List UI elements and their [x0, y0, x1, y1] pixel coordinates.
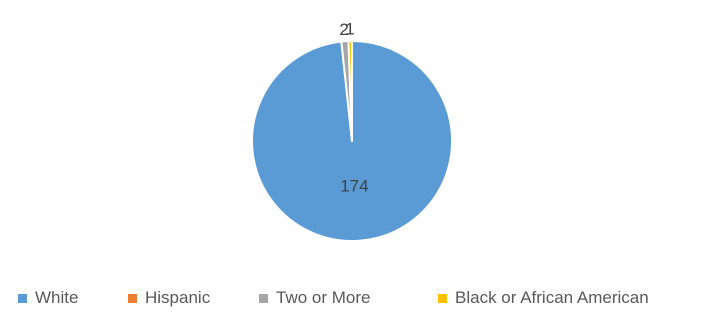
legend-label-hispanic: Hispanic — [145, 288, 211, 307]
data-label-two-or-more: 2 — [339, 20, 348, 39]
chart-legend: White Hispanic Two or More Black or Afri… — [0, 286, 706, 310]
legend-label-black-or-african-american: Black or African American — [455, 288, 649, 307]
legend-item-black-or-african-american: Black or African American — [438, 286, 649, 310]
pie-slices — [251, 39, 454, 242]
legend-swatch-hispanic — [128, 293, 137, 303]
data-label-black-or-african-american: 1 — [345, 20, 354, 39]
legend-item-two-or-more: Two or More — [259, 286, 370, 310]
legend-swatch-white — [18, 293, 27, 303]
legend-swatch-two-or-more — [259, 293, 268, 303]
pie-data-labels: 174 21 — [339, 20, 368, 196]
data-label-white: 174 — [340, 176, 368, 195]
legend-label-two-or-more: Two or More — [276, 288, 371, 307]
legend-label-white: White — [35, 288, 79, 307]
legend-swatch-black-or-african-american — [438, 293, 447, 303]
pie-slice-black-or-african-american — [347, 39, 353, 142]
legend-item-hispanic: Hispanic — [128, 286, 210, 310]
legend-item-white: White — [18, 286, 78, 310]
